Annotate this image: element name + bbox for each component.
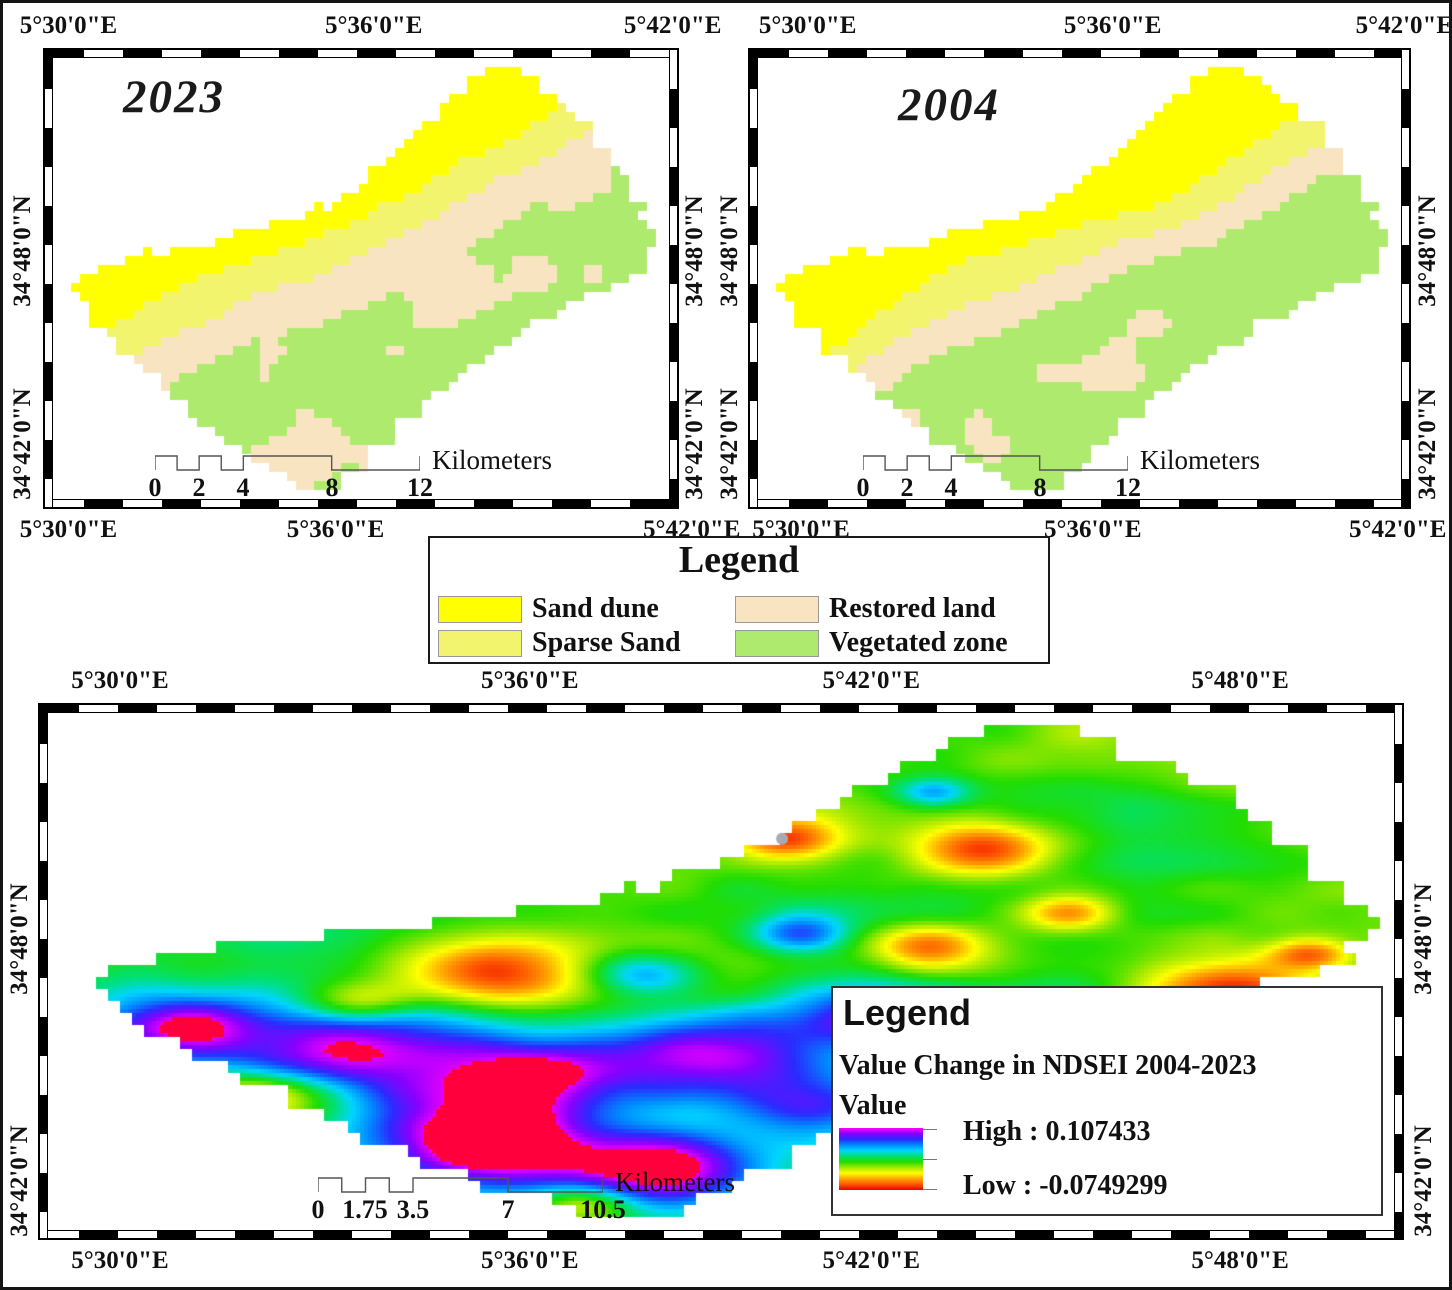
scale-tick: 8 (325, 473, 339, 502)
legend-item-vegetated-zone: Vegetated zone (735, 627, 1008, 658)
legend-item-label: Sand dune (532, 593, 659, 624)
map-panel-2004: 2004 5°30'0"E 5°36'0"E 5°42'0"E 5°30'0"E… (716, 12, 1449, 543)
low-value-label: Low : -0.0749299 (963, 1170, 1168, 1201)
tick-band-top (44, 49, 678, 58)
landcover-map-2023 (53, 58, 665, 495)
lon-label: 5°36'0"E (1063, 12, 1162, 39)
scale-tick: 7 (501, 1195, 515, 1224)
map-title-2004: 2004 (898, 79, 1000, 131)
lat-label: 34°42'0"N (9, 388, 36, 501)
tick-band-right (669, 49, 678, 508)
scale-tick: 4 (236, 473, 250, 502)
sparse-sand-swatch (438, 629, 522, 657)
landcover-legend: Legend Sand dune Sparse Sand Restored la… (428, 536, 1050, 664)
high-value-label: High : 0.107433 (963, 1116, 1151, 1147)
scale-unit-label: Kilometers (615, 1167, 735, 1197)
sand-dune-swatch (438, 595, 522, 623)
lat-label: 34°48'0"N (681, 195, 708, 307)
tick-band-right (1401, 49, 1410, 508)
legend-item-label: Sparse Sand (532, 627, 681, 658)
scale-tick: 10.5 (580, 1195, 626, 1224)
restored-land-swatch (735, 595, 819, 623)
scale-tick: 8 (1033, 473, 1047, 502)
scale-tick: 0 (856, 473, 870, 502)
lon-label: 5°30'0"E (758, 12, 857, 39)
scale-tick: 3.5 (396, 1195, 430, 1224)
lat-label: 34°42'0"N (681, 388, 708, 501)
legend-item-restored-land: Restored land (735, 593, 996, 624)
tick-band-top (749, 49, 1410, 58)
scale-tick: 0 (311, 1195, 325, 1224)
scale-tick: 12 (1115, 473, 1141, 502)
ndsei-change-legend: Legend Value Change in NDSEI 2004-2023 V… (831, 986, 1383, 1216)
value-label: Value (839, 1090, 907, 1121)
scale-tick: 12 (407, 473, 433, 502)
lat-label: 34°48'0"N (716, 195, 743, 307)
lat-label: 34°48'0"N (1410, 883, 1437, 995)
lat-label: 34°42'0"N (716, 388, 743, 501)
tick-band-bottom (39, 1230, 1403, 1239)
lat-label: 34°48'0"N (9, 195, 36, 307)
ramp-tick-high (923, 1129, 937, 1130)
scale-bar: 0 1.75 3.5 7 10.5 Kilometers (312, 1167, 735, 1224)
lat-label: 34°48'0"N (1414, 195, 1441, 307)
scale-unit-label: Kilometers (1140, 445, 1260, 475)
tick-band-bottom (44, 499, 678, 508)
legend-item-label: Vegetated zone (829, 627, 1008, 658)
legend-subtitle: Value Change in NDSEI 2004-2023 (839, 1050, 1257, 1081)
map-panel-2023: 2023 5°30'0"E 5°36'0"E 5°42'0"E 5°30'0"E… (9, 12, 740, 543)
lon-label: 5°42'0"E (1348, 516, 1447, 543)
lon-label: 5°36'0"E (286, 516, 385, 543)
scale-bar-line (155, 453, 420, 471)
tick-band-bottom (749, 499, 1410, 508)
lat-label: 34°48'0"N (6, 883, 33, 995)
scale-tick: 0 (148, 473, 162, 502)
map-title-2023: 2023 (123, 71, 225, 123)
lon-label: 5°42'0"E (623, 12, 722, 39)
lon-label: 5°36'0"E (481, 667, 579, 694)
tick-band-left (749, 49, 758, 508)
lon-label: 5°30'0"E (19, 12, 118, 39)
map-panel-ndsei-change: 5°30'0"E 5°36'0"E 5°42'0"E 5°48'0"E 5°30… (6, 667, 1437, 1274)
lon-label: 5°30'0"E (71, 667, 169, 694)
scale-bar: 0 2 4 8 12 Kilometers (149, 445, 552, 502)
scale-tick: 4 (944, 473, 958, 502)
legend-title: Legend (843, 992, 972, 1033)
lat-label: 34°42'0"N (1410, 1125, 1437, 1237)
tick-band-right (1394, 704, 1403, 1239)
lon-label: 5°30'0"E (19, 516, 118, 543)
lon-label: 5°36'0"E (324, 12, 423, 39)
scale-bar-line (318, 1175, 603, 1193)
tick-band-top (39, 704, 1403, 713)
lon-label: 5°36'0"E (1044, 516, 1142, 543)
scale-unit-label: Kilometers (432, 445, 552, 475)
scale-tick: 2 (192, 473, 206, 502)
lat-label: 34°42'0"N (6, 1125, 33, 1237)
lon-label: 5°42'0"E (822, 1247, 921, 1274)
lat-label: 34°42'0"N (1414, 388, 1441, 501)
legend-item-sand-dune: Sand dune (438, 593, 659, 624)
legend-item-label: Restored land (829, 593, 996, 624)
scale-bar-line (863, 453, 1128, 471)
color-ramp (839, 1128, 923, 1190)
scale-tick: 2 (900, 473, 914, 502)
landcover-map-2004 (758, 58, 1397, 495)
legend-title: Legend (678, 539, 800, 581)
ramp-tick-mid (923, 1159, 937, 1160)
tick-band-left (44, 49, 53, 508)
lon-label: 5°30'0"E (71, 1247, 169, 1274)
scale-tick: 1.75 (342, 1195, 388, 1224)
tick-band-left (39, 704, 48, 1239)
lon-label: 5°42'0"E (1355, 12, 1452, 39)
scale-bar: 0 2 4 8 12 Kilometers (857, 445, 1260, 502)
ramp-tick-low (923, 1189, 937, 1190)
legend-item-sparse-sand: Sparse Sand (438, 627, 681, 658)
lon-label: 5°48'0"E (1191, 1247, 1289, 1274)
lon-label: 5°36'0"E (481, 1247, 579, 1274)
vegetated-zone-swatch (735, 629, 819, 657)
lon-label: 5°48'0"E (1191, 667, 1289, 694)
lon-label: 5°42'0"E (822, 667, 921, 694)
